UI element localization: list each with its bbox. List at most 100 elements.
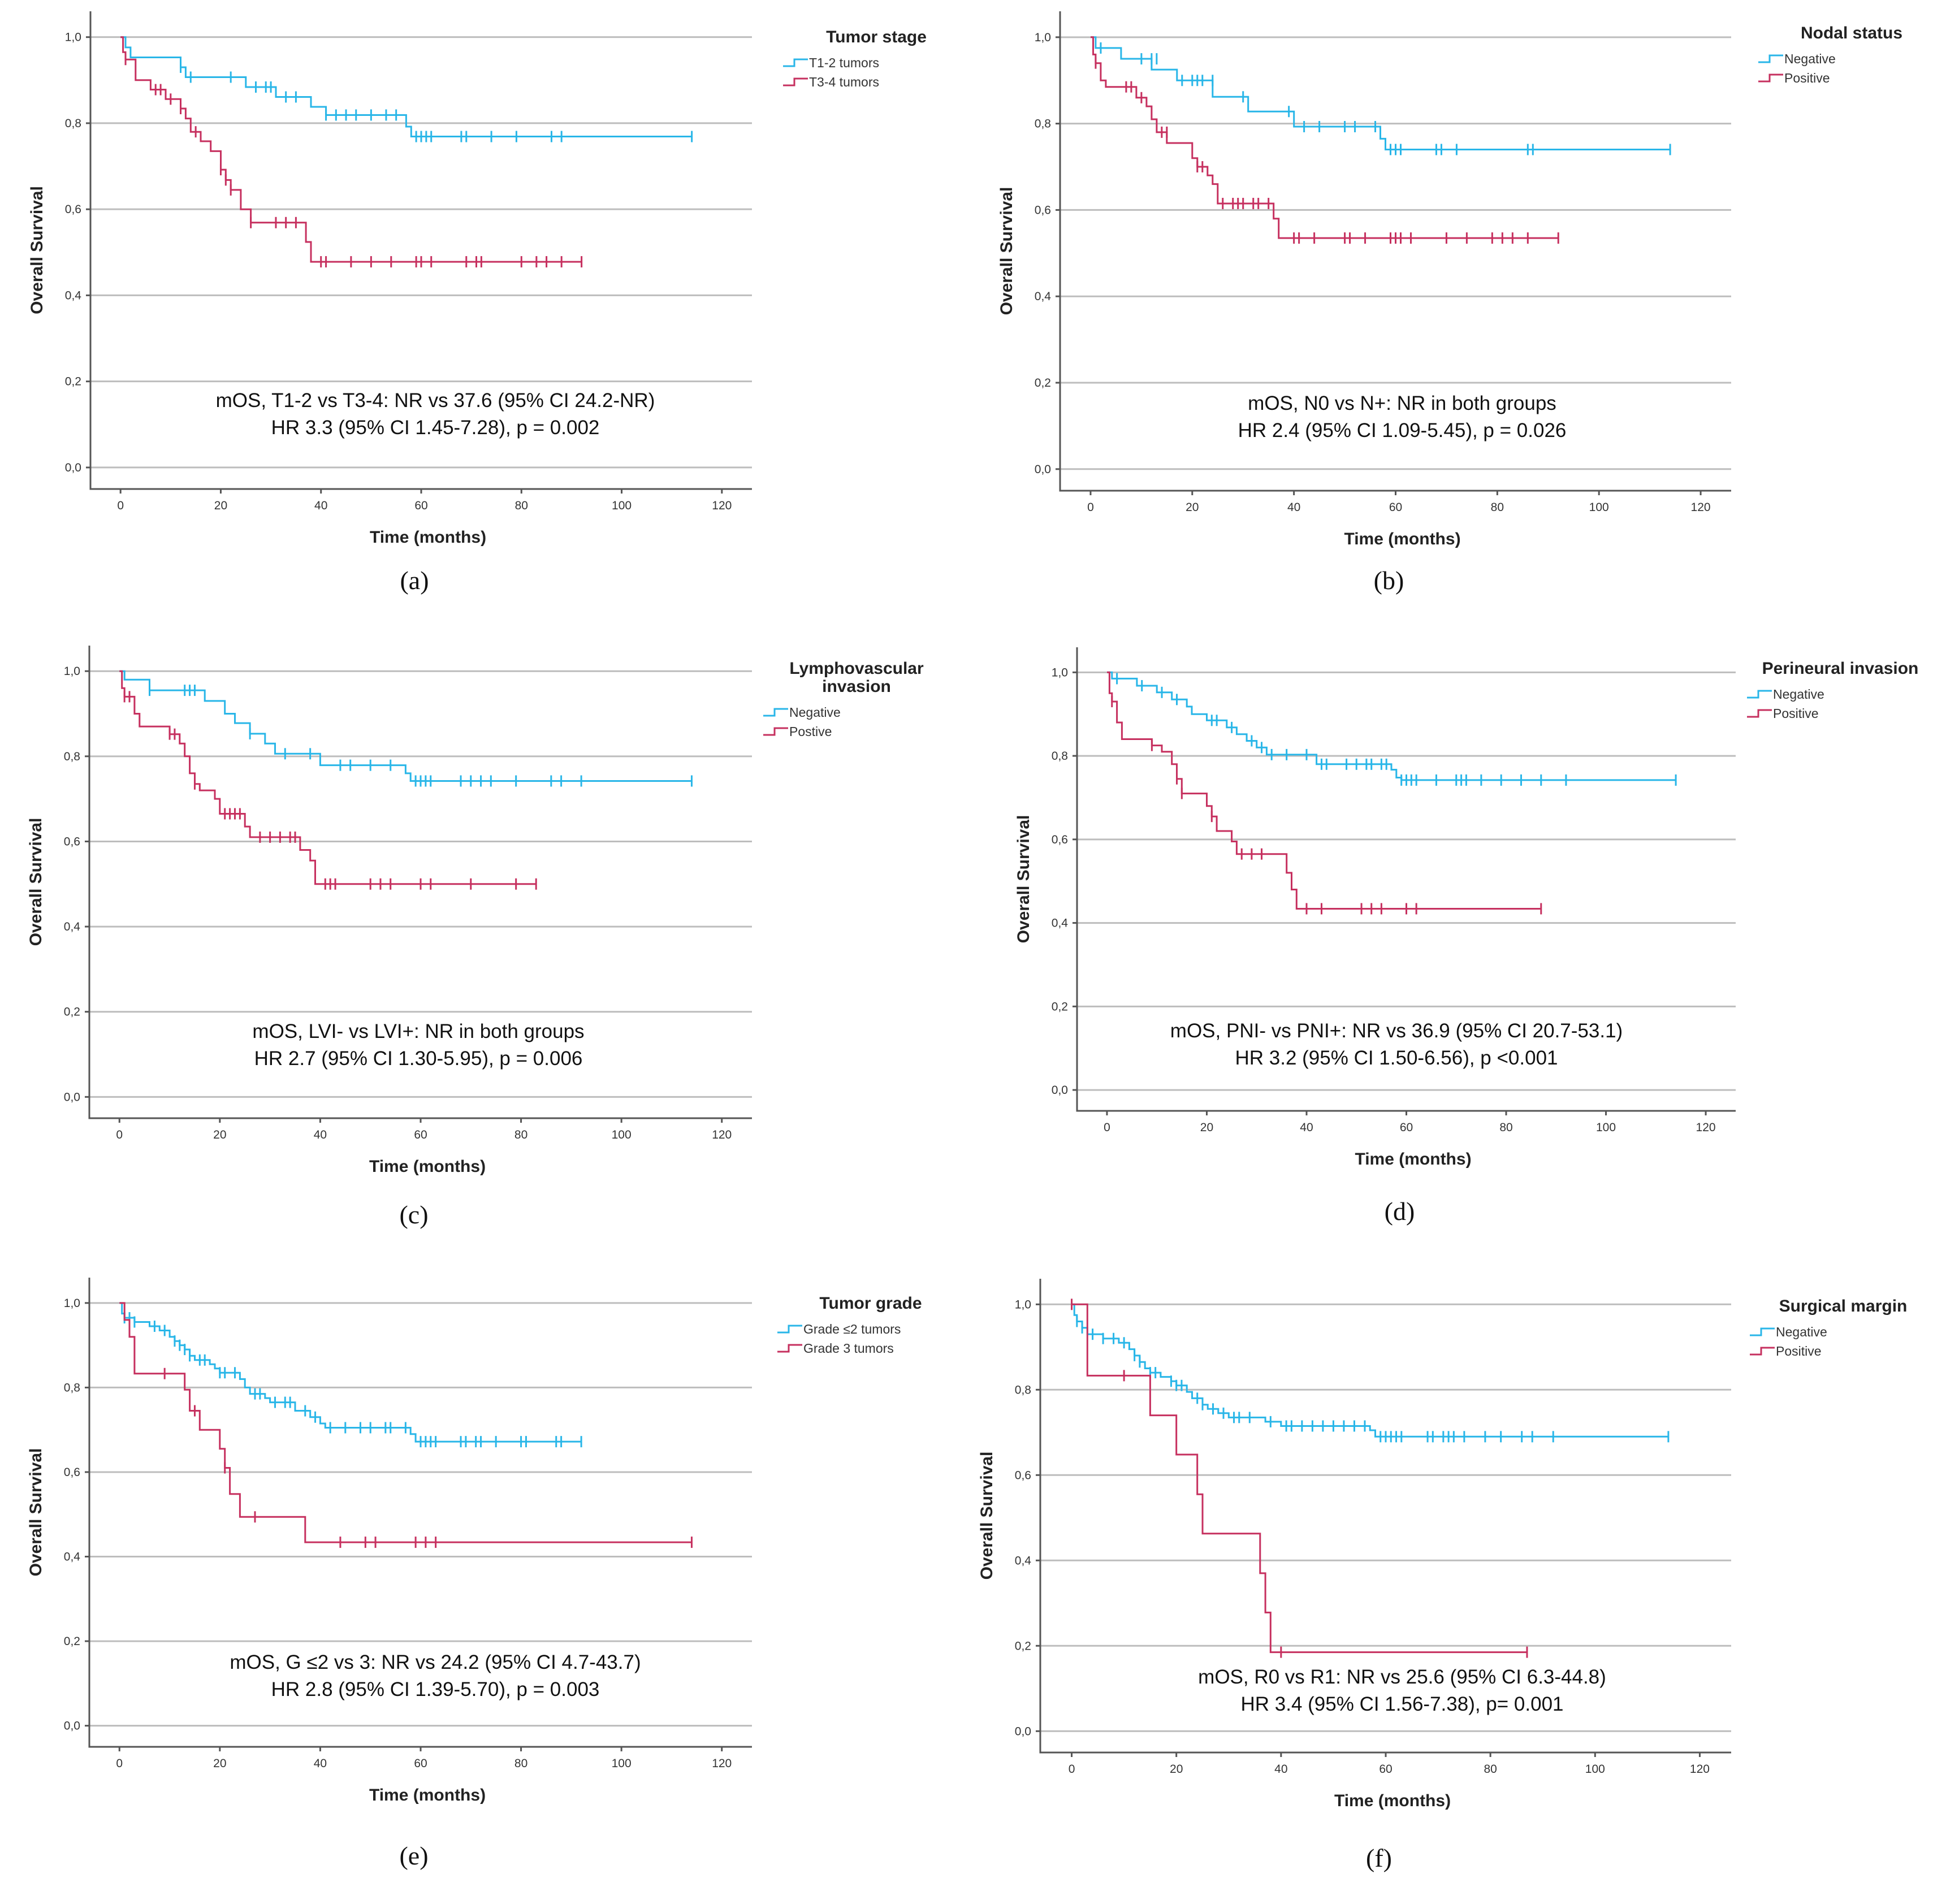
legend-title: Lymphovascular [789, 659, 924, 678]
y-tick-label: 0,6 [64, 1466, 80, 1479]
legend-title: invasion [822, 677, 891, 696]
x-tick-label: 120 [1696, 1121, 1716, 1134]
x-tick-label: 120 [1690, 1763, 1710, 1776]
x-tick-label: 100 [612, 1128, 632, 1141]
x-tick-label: 0 [1069, 1763, 1075, 1776]
x-tick-label: 0 [1104, 1121, 1110, 1134]
km-curve-series-a [1071, 1303, 1668, 1438]
y-tick-label: 0,0 [65, 461, 81, 474]
x-tick-label: 20 [1200, 1121, 1213, 1134]
annotation-line: HR 3.3 (95% CI 1.45-7.28), p = 0.002 [271, 417, 600, 439]
km-curve-series-a [1091, 36, 1671, 150]
panel-label-e: (e) [399, 1841, 428, 1870]
y-tick-label: 0,8 [65, 117, 81, 130]
annotation-line: HR 2.4 (95% CI 1.09-5.45), p = 0.026 [1238, 419, 1567, 442]
legend-label: Negative [789, 705, 841, 720]
km-curve-series-a [120, 36, 692, 137]
y-axis-title: Overall Survival [27, 1448, 45, 1577]
panel-label-c: (c) [399, 1200, 428, 1229]
x-tick-label: 80 [514, 1757, 527, 1770]
km-curve-series-a [1107, 671, 1676, 781]
legend-label: Positive [1776, 1344, 1822, 1358]
annotation-line: mOS, LVI- vs LVI+: NR in both groups [252, 1020, 584, 1042]
legend-swatch [783, 58, 808, 67]
y-tick-label: 1,0 [64, 665, 80, 678]
x-tick-label: 20 [214, 499, 227, 512]
legend-label: Postive [789, 724, 832, 739]
panel-label-f: (f) [1366, 1844, 1392, 1872]
legend-swatch [1758, 73, 1783, 83]
annotation-line: HR 3.4 (95% CI 1.56-7.38), p= 0.001 [1240, 1693, 1563, 1715]
legend-swatch [777, 1325, 802, 1334]
y-tick-label: 0,4 [64, 920, 81, 933]
y-tick-label: 0,8 [1052, 750, 1068, 763]
axis-frame [1076, 647, 1736, 1112]
y-axis-title: Overall Survival [978, 1452, 996, 1580]
x-tick-label: 40 [314, 1757, 327, 1770]
km-curve-series-b [120, 36, 582, 263]
x-tick-label: 40 [1274, 1763, 1287, 1776]
legend-swatch [1747, 709, 1772, 718]
annotation-line: mOS, R0 vs R1: NR vs 25.6 (95% CI 6.3-44… [1198, 1666, 1606, 1688]
legend-title: Tumor grade [819, 1294, 922, 1313]
legend-label: T3-4 tumors [809, 75, 879, 89]
x-tick-label: 120 [1691, 501, 1711, 514]
legend-title: Surgical margin [1779, 1297, 1908, 1316]
y-tick-label: 0,8 [1035, 118, 1051, 131]
annotation-line: HR 3.2 (95% CI 1.50-6.56), p <0.001 [1235, 1047, 1558, 1069]
y-tick-label: 0,6 [1015, 1469, 1031, 1482]
x-tick-label: 60 [1400, 1121, 1413, 1134]
panel-label-a: (a) [400, 566, 429, 595]
legend-title: Tumor stage [826, 28, 927, 46]
legend-swatch [1758, 54, 1783, 63]
axis-frame [88, 646, 752, 1119]
legend-label: Grade 3 tumors [803, 1341, 894, 1356]
legend-label: Negative [1776, 1325, 1827, 1339]
x-tick-label: 0 [116, 1757, 123, 1770]
km-curve-series-b [1107, 671, 1541, 910]
y-tick-label: 0,4 [1052, 917, 1069, 930]
x-tick-label: 60 [414, 499, 427, 512]
x-axis-title: Time (months) [1344, 530, 1460, 548]
km-curve-series-b [119, 670, 537, 885]
x-tick-label: 20 [1186, 501, 1199, 514]
annotation-line: mOS, G ≤2 vs 3: NR vs 24.2 (95% CI 4.7-4… [230, 1651, 641, 1673]
x-axis-title: Time (months) [1355, 1150, 1471, 1169]
annotation-line: HR 2.7 (95% CI 1.30-5.95), p = 0.006 [254, 1048, 583, 1070]
axis-frame [1039, 1279, 1731, 1754]
y-tick-label: 0,2 [1015, 1639, 1031, 1652]
legend-label: Negative [1773, 687, 1824, 702]
x-tick-label: 60 [414, 1757, 427, 1770]
x-tick-label: 0 [117, 499, 124, 512]
legend-label: Grade ≤2 tumors [803, 1322, 901, 1336]
x-tick-label: 100 [612, 1757, 632, 1770]
annotation-line: mOS, PNI- vs PNI+: NR vs 36.9 (95% CI 20… [1170, 1020, 1623, 1042]
km-panel-c: 0,0 0,2 0,4 0,6 0,8 1,0 0 20 40 60 80 100 120 Time (m… [27, 646, 924, 1229]
x-tick-label: 80 [1499, 1121, 1512, 1134]
x-tick-label: 120 [712, 1128, 732, 1141]
y-tick-label: 0,4 [1035, 290, 1052, 303]
annotation-line: HR 2.8 (95% CI 1.39-5.70), p = 0.003 [271, 1678, 600, 1700]
y-tick-label: 0,4 [65, 289, 82, 302]
legend-swatch [783, 77, 808, 86]
x-tick-label: 20 [213, 1128, 226, 1141]
legend-swatch [777, 1344, 802, 1353]
km-curve-series-a [119, 670, 692, 782]
axis-frame [88, 1278, 752, 1748]
annotation-line: mOS, T1-2 vs T3-4: NR vs 37.6 (95% CI 24… [216, 390, 655, 412]
panel-label-d: (d) [1385, 1197, 1415, 1226]
y-tick-label: 0,8 [64, 1381, 80, 1394]
x-tick-label: 40 [314, 499, 327, 512]
km-panel-a: 0,0 0,2 0,4 0,6 0,8 1,0 0 20 40 60 80 100 120 Time (m… [28, 11, 927, 595]
y-tick-label: 0,0 [1015, 1725, 1031, 1738]
legend-label: T1-2 tumors [809, 55, 879, 70]
legend-title: Nodal status [1801, 24, 1902, 42]
legend-label: Positive [1784, 71, 1830, 85]
x-tick-label: 0 [116, 1128, 123, 1141]
y-axis-title: Overall Survival [1014, 815, 1033, 944]
y-axis-title: Overall Survival [28, 186, 46, 314]
x-axis-title: Time (months) [369, 1786, 486, 1805]
legend-title: Perineural invasion [1762, 659, 1919, 678]
x-tick-label: 0 [1087, 501, 1094, 514]
